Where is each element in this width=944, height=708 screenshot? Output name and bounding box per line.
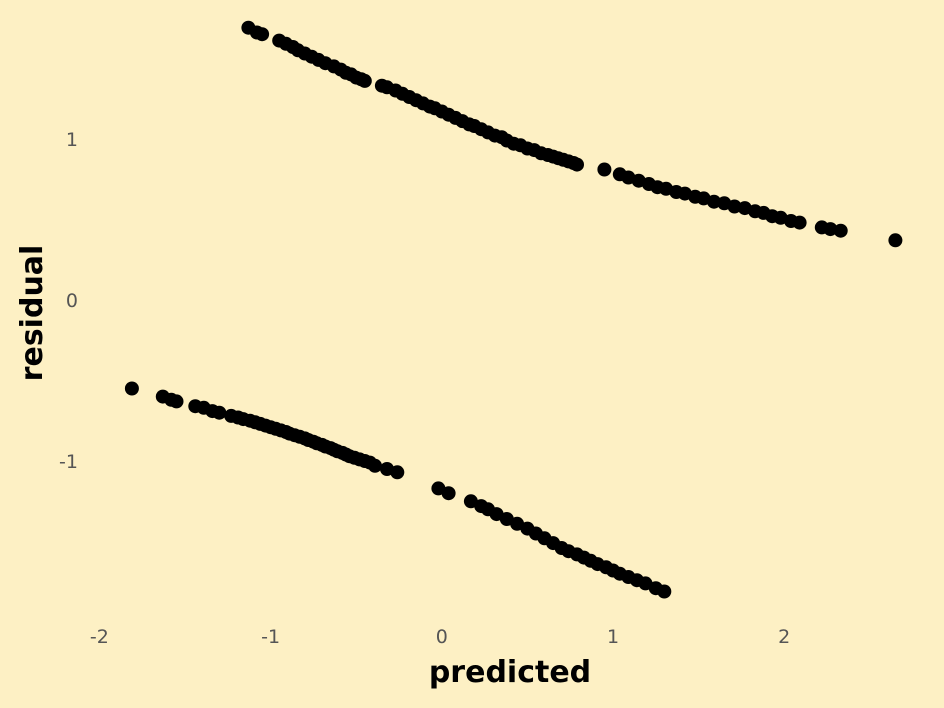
x-axis-ticks: -2 -1 0 1 2: [90, 626, 790, 648]
data-point: [823, 222, 838, 237]
data-point: [212, 405, 227, 420]
y-tick-label: -1: [59, 451, 78, 473]
x-tick-label: -1: [261, 626, 280, 648]
x-tick-label: -2: [90, 626, 109, 648]
data-point: [597, 162, 612, 177]
data-point: [390, 465, 405, 480]
data-point: [657, 584, 672, 599]
x-tick-label: 1: [607, 626, 619, 648]
x-axis-title: predicted: [429, 655, 591, 690]
x-tick-label: 2: [778, 626, 790, 648]
data-point: [441, 486, 456, 501]
data-point: [833, 223, 848, 238]
data-point: [169, 394, 184, 409]
data-point: [255, 27, 270, 42]
data-points: [124, 20, 903, 599]
data-point: [792, 215, 807, 230]
data-point: [124, 381, 139, 396]
data-point: [727, 199, 742, 214]
data-point: [888, 233, 903, 248]
data-point: [707, 194, 721, 209]
y-axis-title: residual: [15, 245, 50, 382]
data-point: [357, 73, 372, 88]
y-axis-ticks: -1 0 1: [59, 129, 78, 473]
data-point: [570, 157, 584, 172]
y-tick-label: 1: [66, 129, 78, 151]
data-point: [368, 458, 382, 473]
x-tick-label: 0: [436, 626, 448, 648]
y-tick-label: 0: [66, 290, 78, 312]
